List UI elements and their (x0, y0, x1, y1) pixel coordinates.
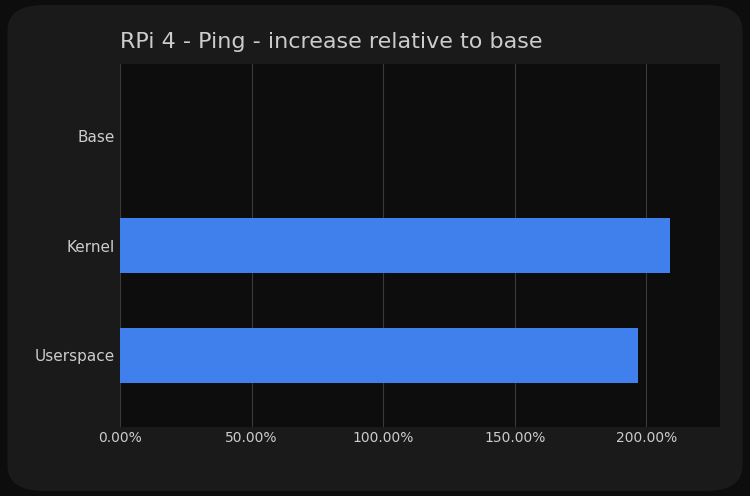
Bar (120, 328, 638, 383)
Bar (120, 218, 670, 273)
Text: RPi 4 - Ping - increase relative to base: RPi 4 - Ping - increase relative to base (120, 32, 542, 52)
